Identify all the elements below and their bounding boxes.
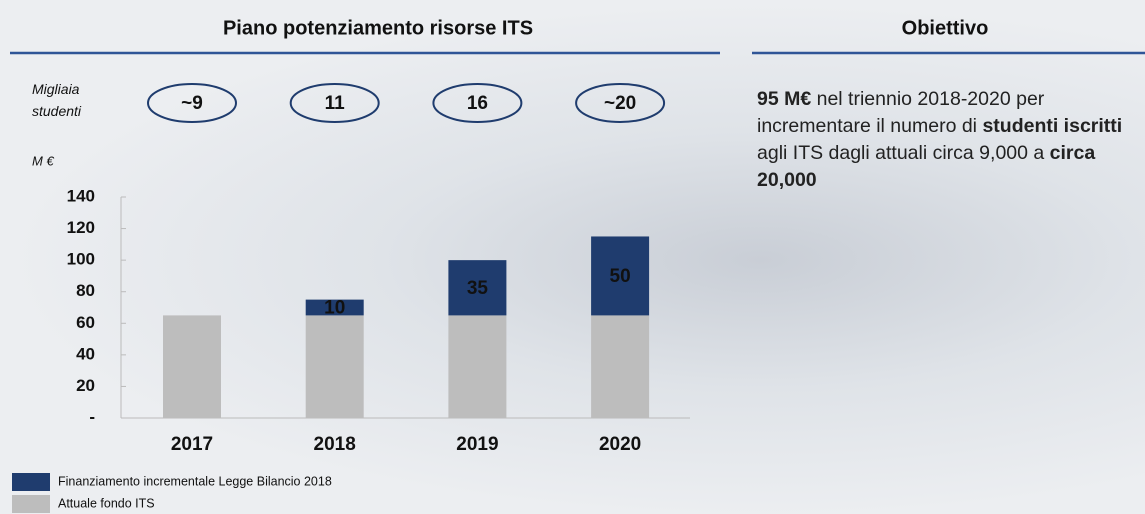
x-tick-label: 2019 — [456, 434, 498, 455]
y-tick-label: 20 — [76, 376, 95, 395]
y-tick-label: 60 — [76, 313, 95, 332]
y-tick-label: 140 — [67, 186, 95, 205]
data-label: 10 — [324, 298, 345, 319]
y-tick-label: - — [89, 407, 95, 426]
objective-text: 95 M€ nel triennio 2018-2020 per increme… — [757, 86, 1145, 194]
legend-label: Attuale fondo ITS — [58, 496, 155, 510]
chart-title: Piano potenziamento risorse ITS — [223, 17, 533, 39]
students-value: ~20 — [604, 93, 636, 114]
objective-title: Obiettivo — [902, 17, 989, 39]
data-label: 35 — [467, 278, 489, 299]
y-tick-label: 120 — [67, 218, 95, 237]
data-label: 50 — [610, 266, 631, 287]
y-tick-label: 40 — [76, 344, 95, 363]
students-value: 11 — [325, 93, 346, 114]
y-tick-label: 100 — [67, 250, 95, 269]
bar-segment — [448, 315, 506, 418]
y-axis-label: M € — [32, 153, 54, 168]
x-tick-label: 2018 — [314, 434, 356, 455]
x-tick-label: 2017 — [171, 434, 213, 455]
legend-swatch — [12, 473, 50, 491]
objective-run: 95 M€ — [757, 88, 811, 110]
bar-segment — [591, 315, 649, 418]
objective-run: agli ITS dagli attuali circa 9,000 a — [757, 142, 1050, 164]
students-value: ~9 — [181, 93, 203, 114]
objective-run: studenti iscritti — [982, 115, 1122, 137]
legend-swatch — [12, 495, 50, 513]
slide: Piano potenziamento risorse ITS Obiettiv… — [0, 0, 1145, 514]
chart: Piano potenziamento risorse ITS Obiettiv… — [0, 0, 1145, 514]
legend-label: Finanziamento incrementale Legge Bilanci… — [58, 474, 332, 488]
y-tick-label: 80 — [76, 281, 95, 300]
bar-segment — [163, 315, 221, 418]
bar-segment — [306, 315, 364, 418]
x-tick-label: 2020 — [599, 434, 641, 455]
students-value: 16 — [467, 93, 488, 114]
